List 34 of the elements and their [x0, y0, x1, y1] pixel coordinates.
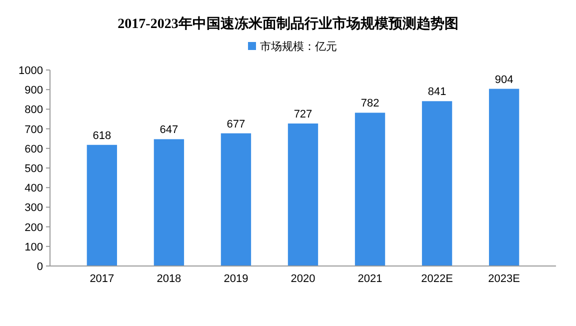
data-label: 677: [226, 118, 246, 130]
data-label: 618: [92, 130, 112, 142]
x-tick-label: 2019: [224, 273, 248, 285]
y-tick-label: 900: [24, 84, 43, 97]
data-label: 841: [428, 86, 446, 98]
x-tick-label: 2022E: [421, 273, 453, 285]
y-tick-label: 300: [24, 202, 43, 214]
data-label: 647: [160, 124, 178, 136]
x-tick-label: 2017: [90, 273, 114, 285]
x-tick-label: 2020: [290, 273, 316, 285]
data-label: 727: [294, 108, 312, 121]
chart-title: 2017-2023年中国速冻米面制品行业市场规模预测趋势图: [118, 15, 458, 32]
data-label: 904: [494, 74, 514, 86]
bar: [288, 124, 318, 266]
y-tick-label: 500: [24, 163, 43, 175]
bar: [220, 133, 252, 266]
legend-label: 市场规模：亿元: [260, 40, 337, 53]
bar: [422, 101, 452, 266]
bar: [354, 112, 386, 266]
y-tick-label: 200: [24, 222, 43, 234]
x-tick-label: 2018: [156, 273, 182, 285]
y-tick-label: 100: [24, 241, 43, 254]
y-tick-label: 1000: [18, 65, 43, 77]
y-tick-label: 0: [36, 261, 43, 273]
x-tick-label: 2023E: [488, 273, 520, 285]
y-tick-label: 800: [24, 104, 43, 116]
bar: [154, 139, 184, 266]
y-tick-label: 400: [24, 182, 43, 195]
x-tick-label: 2021: [358, 273, 382, 285]
y-tick-label: 700: [24, 124, 43, 136]
data-label: 782: [360, 98, 380, 110]
bar: [86, 144, 118, 266]
bar: [488, 88, 520, 266]
y-tick-label: 600: [24, 143, 43, 156]
